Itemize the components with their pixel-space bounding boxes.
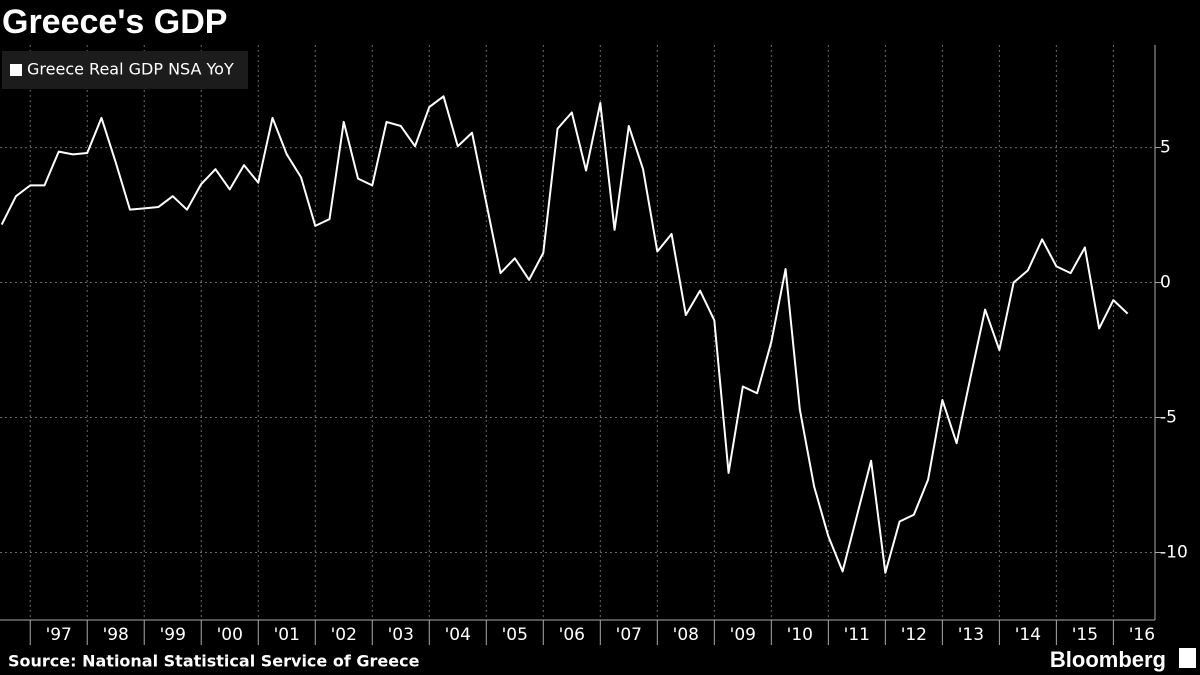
logo-icon [1179, 648, 1196, 668]
y-tick-label: -10 [1160, 543, 1188, 563]
x-tick-label: '02 [331, 625, 357, 645]
legend-label: Greece Real GDP NSA YoY [27, 60, 234, 79]
logo: Bloomberg [1050, 647, 1166, 672]
x-tick-label: '07 [616, 625, 642, 645]
x-tick-label: '09 [730, 625, 756, 645]
x-tick-label: '97 [46, 625, 72, 645]
x-tick-label: '15 [1072, 625, 1098, 645]
chart-title: Greece's GDP [2, 3, 227, 41]
source: Source: National Statistical Service of … [8, 652, 420, 671]
x-tick-label: '00 [217, 625, 243, 645]
x-tick-label: '10 [787, 625, 813, 645]
y-tick-label: -5 [1160, 408, 1177, 428]
data-line [0, 95, 1129, 574]
y-tick-label: 0 [1160, 273, 1171, 293]
x-tick-label: '05 [502, 625, 528, 645]
x-tick-label: '03 [388, 625, 414, 645]
x-tick-label: '16 [1129, 625, 1155, 645]
legend-swatch [10, 64, 22, 76]
x-tick-label: '13 [958, 625, 984, 645]
x-tick-label: '08 [673, 625, 699, 645]
x-tick-label: '06 [559, 625, 585, 645]
x-tick-label: '12 [901, 625, 927, 645]
y-tick-label: 5 [1160, 138, 1171, 158]
x-tick-label: '99 [160, 625, 186, 645]
x-tick-label: '14 [1015, 625, 1041, 645]
legend-box [2, 51, 248, 89]
x-tick-label: '11 [844, 625, 870, 645]
x-tick-label: '01 [274, 625, 300, 645]
x-tick-label: '98 [103, 625, 129, 645]
x-tick-label: '04 [445, 625, 471, 645]
